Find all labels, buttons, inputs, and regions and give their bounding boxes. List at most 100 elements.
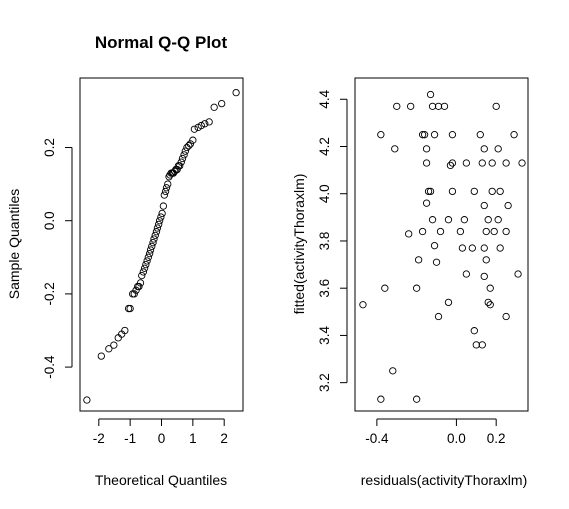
residuals-data-point (486, 284, 494, 292)
residuals-y-tick-label: 3.8 (317, 232, 332, 251)
residuals-data-point (480, 272, 488, 281)
qq-data-point (201, 120, 209, 128)
residuals-data-point (456, 227, 465, 236)
qq-data-point (124, 304, 133, 313)
residuals-x-tick-label: 0.0 (447, 431, 466, 446)
residuals-data-point (496, 187, 504, 196)
residuals-data-point (490, 227, 498, 236)
qq-data-point (178, 154, 187, 163)
residuals-data-point (462, 159, 471, 167)
residuals-data-point (381, 284, 389, 292)
residuals-data-point (391, 145, 399, 153)
residuals-data-point (476, 131, 484, 139)
qq-data-point (183, 143, 191, 152)
residuals-data-point (510, 131, 518, 139)
residuals-data-point (472, 341, 480, 349)
qq-data-point (149, 239, 157, 247)
qq-data-point (142, 260, 150, 269)
qq-data-point (185, 142, 193, 150)
residuals-data-point (412, 395, 421, 403)
residuals-x-tick-label: -0.4 (365, 431, 389, 446)
qq-data-point (148, 242, 156, 250)
qq-data-point (135, 282, 143, 291)
qq-data-point (138, 271, 146, 280)
qq-data-point (155, 220, 163, 229)
residuals-data-point (428, 216, 437, 224)
residuals-data-point (446, 161, 455, 170)
residuals-data-point (514, 270, 522, 278)
qq-data-point (171, 167, 179, 175)
qq-data-point (151, 231, 159, 240)
qq-plot-panel: Normal Q-Q Plot -2 -1 0 1 2 -0.4 -0.2 0.0 0.2 T… (6, 33, 244, 488)
qq-data-point (160, 191, 168, 199)
qq-x-tick-label: -1 (124, 431, 136, 446)
qq-data-point (177, 158, 185, 166)
fitted-y-axis: 3.2 3.4 3.6 3.8 4.0 4.2 4.4 (317, 89, 348, 392)
qq-data-point (181, 147, 189, 155)
qq-data-point (166, 171, 174, 179)
residuals-data-point (377, 395, 385, 403)
residuals-data-point (462, 270, 471, 278)
qq-data-point (126, 304, 134, 313)
qq-data-point (159, 202, 168, 210)
residuals-y-tick-label: 3.4 (317, 326, 332, 345)
qq-data-point (129, 290, 137, 298)
qq-data-point (180, 151, 188, 159)
residuals-data-point (494, 216, 502, 224)
residuals-data-point (420, 131, 429, 139)
residuals-y-tick-label: 4.0 (317, 184, 332, 203)
residuals-y-tick-label: 4.2 (317, 137, 332, 156)
residuals-data-point (359, 301, 367, 309)
residuals-plot-panel: -0.4 0.0 0.2 3.2 3.4 3.6 3.8 4.0 4.2 4.4 residua… (291, 77, 529, 488)
residuals-data-point (436, 227, 445, 236)
qq-data-point (169, 169, 178, 177)
residuals-data-point (468, 244, 476, 252)
residuals-data-point (434, 312, 443, 321)
qq-x-tick-label: -2 (93, 431, 105, 446)
residuals-y-tick-label: 3.2 (317, 373, 332, 392)
residuals-data-point (444, 216, 453, 224)
residuals-data-point (407, 102, 415, 110)
residuals-data-point (440, 102, 449, 110)
residuals-y-tick-label: 4.4 (317, 89, 332, 108)
residuals-data-point (502, 227, 510, 236)
residuals-data-point (480, 201, 488, 210)
residuals-data-point (448, 187, 457, 196)
qq-data-point (97, 352, 105, 360)
residuals-data-point (488, 159, 496, 167)
qq-data-point (158, 209, 166, 218)
residuals-data-point (448, 159, 457, 167)
residuals-data-point (482, 256, 490, 264)
residuals-data-point (478, 159, 486, 167)
qq-data-point (130, 290, 138, 298)
residuals-points (359, 90, 526, 403)
qq-x-tick-label: 0 (158, 431, 166, 446)
residuals-data-point (504, 201, 512, 210)
qq-data-point (189, 136, 197, 144)
residuals-x-tick-label: 0.2 (487, 431, 506, 446)
qq-data-point (121, 326, 129, 335)
residuals-data-point (430, 242, 439, 250)
qq-data-point (153, 224, 162, 232)
residuals-data-point (405, 230, 413, 238)
qq-y-tick-label: 0.2 (42, 138, 57, 157)
qq-data-point (205, 118, 213, 126)
qq-data-point (197, 121, 205, 130)
qq-plot-title: Normal Q-Q Plot (95, 33, 228, 52)
qq-y-tick-label: -0.2 (42, 282, 57, 305)
qq-data-point (210, 103, 218, 111)
qq-data-point (144, 253, 152, 261)
fitted-y-axis-label: fitted(activityThoraxlm) (291, 174, 307, 315)
residuals-data-point (426, 187, 435, 196)
qq-points (83, 88, 240, 404)
qq-data-point (161, 187, 170, 196)
qq-data-point (114, 334, 122, 342)
residuals-data-point (460, 216, 469, 224)
residuals-data-point (480, 244, 488, 252)
residuals-y-tick-label: 3.6 (317, 279, 332, 298)
qq-data-point (186, 140, 194, 148)
residuals-data-point (412, 284, 421, 292)
residuals-data-point (422, 145, 431, 153)
residuals-data-point (448, 131, 457, 139)
qq-data-point (152, 228, 161, 236)
